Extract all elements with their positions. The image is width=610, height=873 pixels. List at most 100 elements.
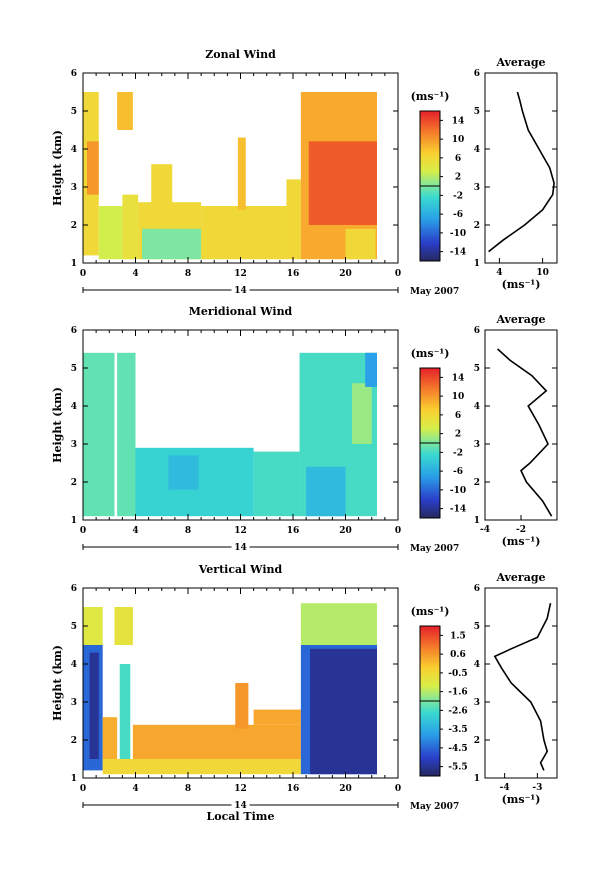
colorbar-unit: (ms⁻¹) (411, 347, 450, 360)
panel-title: Zonal Wind (205, 48, 276, 61)
colorbar-label: -1.6 (448, 688, 467, 698)
x-tick-label: 20 (339, 526, 352, 536)
profile-x-tick-label: -4 (500, 783, 510, 793)
date-center-label: 14 (234, 543, 247, 553)
profile-y-tick-label: 5 (474, 622, 480, 632)
date-center-label: 14 (234, 286, 247, 296)
profile-y-tick-label: 3 (474, 183, 480, 193)
colorbar-label: 6 (455, 411, 461, 421)
colorbar-label: 1.5 (450, 631, 466, 641)
profile-y-tick-label: 6 (474, 69, 480, 79)
colorbar-unit: (ms⁻¹) (411, 605, 450, 618)
x-tick-label: 4 (132, 269, 138, 279)
x-tick-label: 16 (287, 269, 300, 279)
heatmap-cell (237, 137, 246, 210)
heatmap-cell (168, 455, 199, 490)
colorbar-label: -2 (453, 448, 463, 458)
heatmap-cell (253, 451, 300, 517)
heatmap-cell (286, 179, 301, 260)
profile-y-tick-label: 6 (474, 326, 480, 336)
profile-y-tick-label: 5 (474, 107, 480, 117)
y-tick-label: 1 (71, 774, 77, 784)
heatmap-cell (365, 352, 377, 387)
heatmap-cell (306, 466, 346, 517)
x-tick-label: 20 (339, 784, 352, 794)
colorbar-label: -10 (450, 229, 466, 239)
x-tick-label: 20 (339, 269, 352, 279)
x-tick-label: 4 (132, 784, 138, 794)
heatmap-cells (83, 603, 377, 775)
heatmap-cell (83, 607, 103, 645)
colorbar-label: 14 (452, 373, 465, 383)
heatmap-cell (352, 383, 372, 444)
colorbar-label: 14 (452, 116, 465, 126)
y-tick-label: 2 (71, 736, 77, 746)
y-axis-label: Height (km) (51, 645, 64, 721)
heatmap-cell (119, 664, 131, 767)
x-tick-label: 0 (80, 269, 86, 279)
y-axis-label: Height (km) (51, 387, 64, 463)
colorbar-label: -5.5 (448, 763, 467, 773)
y-tick-label: 4 (71, 660, 77, 670)
colorbar-label: 10 (452, 135, 465, 145)
profile-y-tick-label: 6 (474, 584, 480, 594)
y-tick-label: 5 (71, 364, 77, 374)
profile-y-tick-label: 4 (474, 145, 480, 155)
profile-y-tick-label: 4 (474, 660, 480, 670)
profile-y-tick-label: 2 (474, 736, 480, 746)
x-tick-label: 0 (80, 526, 86, 536)
heatmap-cell (345, 228, 376, 260)
y-tick-label: 2 (71, 221, 77, 231)
profile-y-tick-label: 2 (474, 478, 480, 488)
colorbar-label: -0.5 (448, 669, 467, 679)
profile-line (488, 91, 555, 253)
date-suffix-label: May 2007 (410, 287, 459, 297)
heatmap-cell (122, 194, 139, 260)
x-tick-label: 12 (234, 269, 247, 279)
y-axis-label: Height (km) (51, 130, 64, 206)
y-tick-label: 5 (71, 107, 77, 117)
date-suffix-label: May 2007 (410, 544, 459, 554)
colorbar-label: -2.6 (448, 706, 467, 716)
profile-x-label: (ms⁻¹) (502, 535, 541, 548)
heatmap-cells (83, 92, 377, 260)
heatmap-cell (98, 206, 123, 260)
heatmap-cell (117, 92, 133, 130)
heatmap-cell (310, 648, 377, 775)
profile-x-tick-label: -4 (480, 525, 490, 535)
y-tick-label: 6 (71, 584, 77, 594)
heatmap-cells (83, 352, 377, 517)
profile-y-tick-label: 3 (474, 698, 480, 708)
date-suffix-label: May 2007 (410, 802, 459, 812)
profile-frame (484, 72, 558, 264)
x-tick-label: 12 (234, 784, 247, 794)
panel-title: Vertical Wind (198, 563, 283, 576)
colorbar-label: 2 (455, 173, 461, 183)
profile-title: Average (495, 571, 545, 584)
colorbar-label: 0.6 (450, 650, 466, 660)
x-tick-label: 8 (185, 269, 191, 279)
colorbar-label: -10 (450, 486, 466, 496)
colorbar-label: -6 (453, 467, 463, 477)
y-tick-label: 2 (71, 478, 77, 488)
profile-frame (484, 329, 558, 521)
colorbar-label: 6 (455, 154, 461, 164)
heatmap-cell (201, 206, 287, 260)
x-tick-label: 0 (395, 269, 401, 279)
profile-x-label: (ms⁻¹) (502, 793, 541, 806)
heatmap-cell (83, 352, 115, 517)
heatmap-cell (300, 603, 377, 645)
profile-title: Average (495, 56, 545, 69)
profile-y-tick-label: 1 (474, 259, 480, 269)
heatmap-cell (102, 759, 301, 775)
colorbar-label: -2 (453, 191, 463, 201)
x-tick-label: 8 (185, 784, 191, 794)
x-tick-label: 0 (395, 526, 401, 536)
colorbar-label: -4.5 (448, 744, 467, 754)
x-tick-label: 0 (395, 784, 401, 794)
x-tick-label: 0 (80, 784, 86, 794)
x-tick-label: 12 (234, 526, 247, 536)
